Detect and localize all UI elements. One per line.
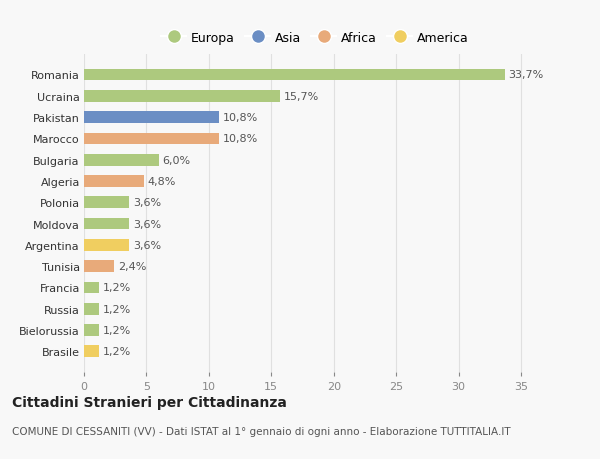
Text: 6,0%: 6,0% xyxy=(163,155,191,165)
Text: 3,6%: 3,6% xyxy=(133,198,161,208)
Bar xyxy=(84,261,114,272)
Bar xyxy=(84,69,505,81)
Bar xyxy=(84,176,144,187)
Text: 10,8%: 10,8% xyxy=(223,134,258,144)
Bar xyxy=(84,325,99,336)
Text: 4,8%: 4,8% xyxy=(148,177,176,186)
Text: 15,7%: 15,7% xyxy=(284,92,319,101)
Bar xyxy=(84,282,99,294)
Text: 10,8%: 10,8% xyxy=(223,113,258,123)
Bar xyxy=(84,303,99,315)
Legend: Europa, Asia, Africa, America: Europa, Asia, Africa, America xyxy=(156,27,474,50)
Bar xyxy=(84,91,280,102)
Text: 1,2%: 1,2% xyxy=(103,325,131,335)
Bar xyxy=(84,240,129,251)
Text: 1,2%: 1,2% xyxy=(103,283,131,293)
Text: 1,2%: 1,2% xyxy=(103,304,131,314)
Text: COMUNE DI CESSANITI (VV) - Dati ISTAT al 1° gennaio di ogni anno - Elaborazione : COMUNE DI CESSANITI (VV) - Dati ISTAT al… xyxy=(12,426,511,436)
Text: 33,7%: 33,7% xyxy=(509,70,544,80)
Text: 3,6%: 3,6% xyxy=(133,241,161,250)
Text: 1,2%: 1,2% xyxy=(103,347,131,357)
Bar xyxy=(84,197,129,209)
Bar xyxy=(84,155,159,166)
Bar xyxy=(84,346,99,358)
Text: 3,6%: 3,6% xyxy=(133,219,161,229)
Text: Cittadini Stranieri per Cittadinanza: Cittadini Stranieri per Cittadinanza xyxy=(12,395,287,409)
Text: 2,4%: 2,4% xyxy=(118,262,146,272)
Bar xyxy=(84,133,219,145)
Bar xyxy=(84,112,219,123)
Bar xyxy=(84,218,129,230)
